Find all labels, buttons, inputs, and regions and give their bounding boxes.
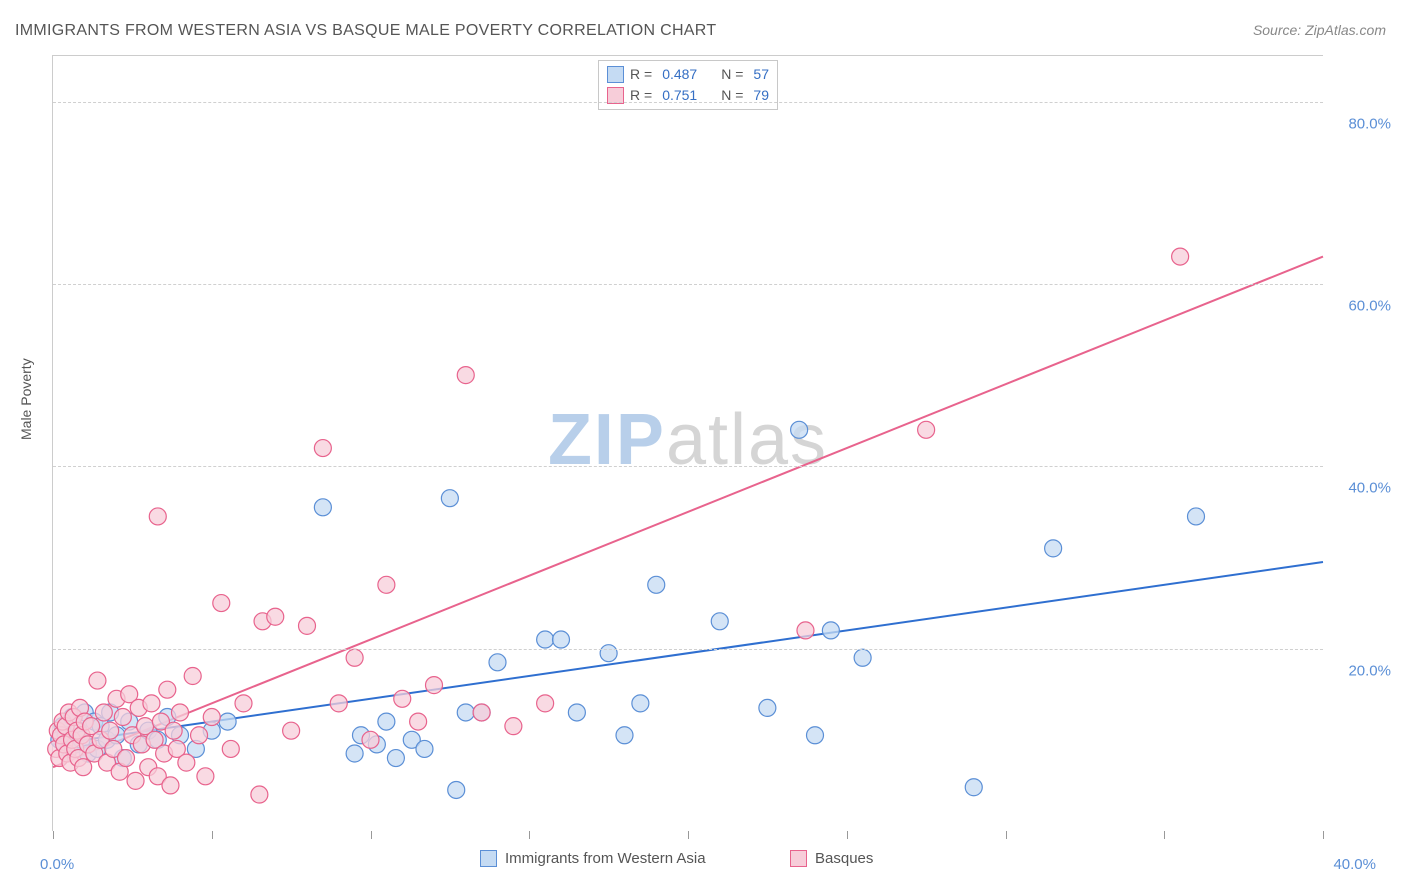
y-tick-label: 40.0%	[1348, 480, 1391, 497]
point-basque	[159, 681, 176, 698]
point-basque	[118, 750, 135, 767]
x-tick	[1323, 831, 1324, 839]
point-basque	[394, 690, 411, 707]
point-wasia	[441, 490, 458, 507]
x-tick	[371, 831, 372, 839]
point-basque	[283, 722, 300, 739]
legend-bottom-1: Immigrants from Western Asia	[480, 850, 706, 867]
point-wasia	[632, 695, 649, 712]
point-basque	[378, 576, 395, 593]
chart-title: IMMIGRANTS FROM WESTERN ASIA VS BASQUE M…	[15, 22, 716, 40]
x-tick	[1006, 831, 1007, 839]
point-wasia	[387, 750, 404, 767]
point-wasia	[648, 576, 665, 593]
y-tick-label: 20.0%	[1348, 662, 1391, 679]
point-wasia	[711, 613, 728, 630]
gridline	[53, 466, 1323, 467]
point-basque	[75, 759, 92, 776]
point-basque	[184, 668, 201, 685]
point-basque	[537, 695, 554, 712]
point-wasia	[616, 727, 633, 744]
point-wasia	[219, 713, 236, 730]
x-tick	[1164, 831, 1165, 839]
x-tick-max: 40.0%	[1333, 856, 1376, 873]
point-basque	[127, 772, 144, 789]
legend-label: Immigrants from Western Asia	[505, 850, 706, 867]
point-basque	[102, 722, 119, 739]
point-basque	[197, 768, 214, 785]
legend-label: Basques	[815, 850, 873, 867]
x-tick-min: 0.0%	[40, 856, 74, 873]
point-wasia	[346, 745, 363, 762]
point-wasia	[314, 499, 331, 516]
point-wasia	[537, 631, 554, 648]
point-basque	[330, 695, 347, 712]
point-basque	[251, 786, 268, 803]
x-tick	[212, 831, 213, 839]
point-wasia	[457, 704, 474, 721]
point-basque	[457, 367, 474, 384]
point-wasia	[759, 699, 776, 716]
point-basque	[165, 722, 182, 739]
point-basque	[162, 777, 179, 794]
point-wasia	[1188, 508, 1205, 525]
point-wasia	[553, 631, 570, 648]
point-basque	[505, 718, 522, 735]
point-basque	[191, 727, 208, 744]
point-basque	[362, 731, 379, 748]
point-basque	[410, 713, 427, 730]
point-basque	[267, 608, 284, 625]
point-basque	[149, 508, 166, 525]
point-basque	[114, 709, 131, 726]
point-basque	[222, 740, 239, 757]
point-basque	[203, 709, 220, 726]
point-wasia	[416, 740, 433, 757]
x-tick	[53, 831, 54, 839]
point-wasia	[1045, 540, 1062, 557]
point-basque	[1172, 248, 1189, 265]
point-basque	[299, 617, 316, 634]
point-basque	[918, 421, 935, 438]
point-wasia	[791, 421, 808, 438]
point-basque	[235, 695, 252, 712]
point-wasia	[600, 645, 617, 662]
x-tick	[688, 831, 689, 839]
source-attribution: Source: ZipAtlas.com	[1253, 22, 1386, 38]
y-tick-label: 80.0%	[1348, 115, 1391, 132]
point-wasia	[489, 654, 506, 671]
point-basque	[314, 440, 331, 457]
point-basque	[473, 704, 490, 721]
gridline	[53, 102, 1323, 103]
point-wasia	[807, 727, 824, 744]
swatch-blue-icon	[480, 850, 497, 867]
gridline	[53, 284, 1323, 285]
point-wasia	[448, 781, 465, 798]
swatch-pink-icon	[790, 850, 807, 867]
point-wasia	[378, 713, 395, 730]
gridline	[53, 649, 1323, 650]
point-wasia	[965, 779, 982, 796]
point-basque	[95, 704, 112, 721]
legend-bottom-2: Basques	[790, 850, 873, 867]
x-tick	[847, 831, 848, 839]
point-basque	[143, 695, 160, 712]
point-wasia	[568, 704, 585, 721]
plot-area: ZIPatlas R = 0.487 N = 57 R = 0.751 N = …	[52, 55, 1323, 831]
point-basque	[346, 649, 363, 666]
points-layer	[53, 56, 1323, 831]
x-tick	[529, 831, 530, 839]
point-wasia	[822, 622, 839, 639]
point-basque	[797, 622, 814, 639]
point-basque	[172, 704, 189, 721]
point-basque	[213, 595, 230, 612]
point-basque	[89, 672, 106, 689]
y-axis-label: Male Poverty	[18, 358, 34, 440]
point-basque	[426, 677, 443, 694]
y-tick-label: 60.0%	[1348, 297, 1391, 314]
point-basque	[178, 754, 195, 771]
point-wasia	[854, 649, 871, 666]
